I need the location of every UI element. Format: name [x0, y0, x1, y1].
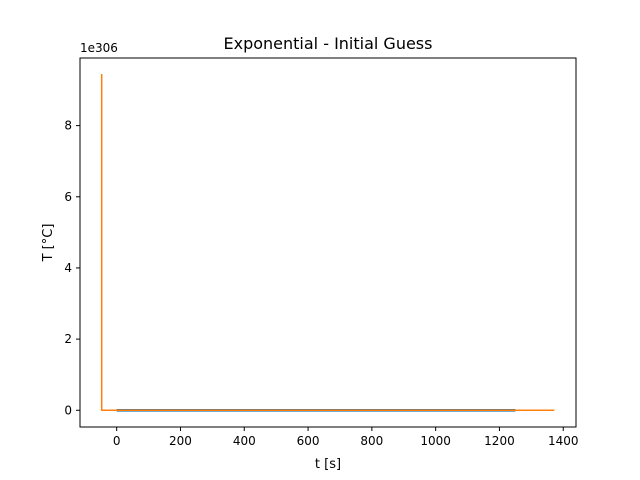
x-axis: 0 200 400 600 800 1000 1200 1400	[113, 427, 579, 448]
y-axis-label: T [°C]	[41, 224, 56, 263]
y-axis-offset-text: 1e306	[80, 41, 118, 55]
series-layer	[100, 74, 555, 412]
x-tick-label: 1000	[420, 434, 451, 448]
series-line-2	[100, 74, 555, 412]
chart-title: Exponential - Initial Guess	[224, 34, 433, 53]
x-tick-label: 400	[233, 434, 256, 448]
plot-area-frame	[79, 57, 577, 428]
x-tick-label: 0	[113, 434, 121, 448]
y-tick-label: 0	[64, 403, 72, 417]
x-tick-label: 1200	[484, 434, 515, 448]
x-axis-label: t [s]	[315, 457, 341, 472]
y-tick-label: 4	[64, 261, 72, 275]
y-tick-label: 8	[64, 119, 72, 133]
y-tick-label: 6	[64, 190, 72, 204]
y-axis: 0 2 4 6 8	[64, 119, 80, 417]
x-tick-label: 1400	[548, 434, 579, 448]
x-tick-label: 200	[169, 434, 192, 448]
y-tick-label: 2	[64, 332, 72, 346]
x-tick-label: 600	[297, 434, 320, 448]
x-tick-label: 800	[360, 434, 383, 448]
